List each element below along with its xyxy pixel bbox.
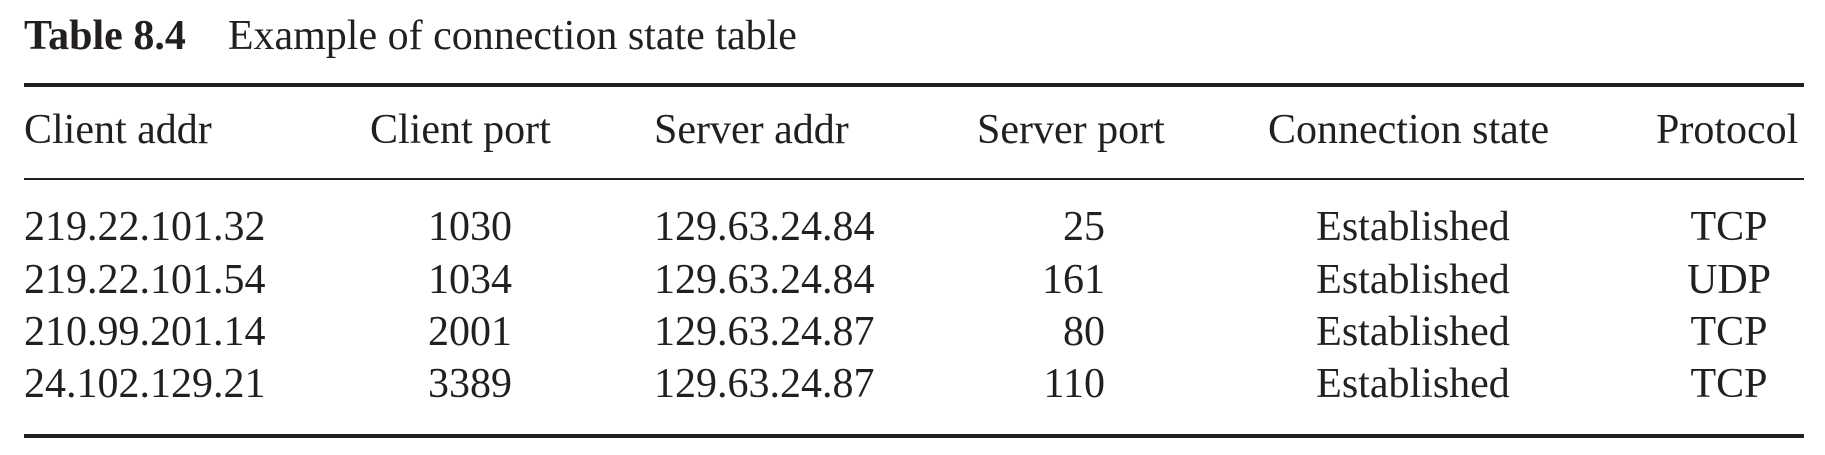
table-caption: Table 8.4 Example of connection state tab… <box>24 10 797 62</box>
cell-client-port: 1030 <box>428 204 512 250</box>
cell-server-addr: 129.63.24.84 <box>654 257 875 303</box>
header-connection-state: Connection state <box>1268 107 1550 153</box>
cell-server-addr: 129.63.24.84 <box>654 204 875 250</box>
cell-server-addr: 129.63.24.87 <box>654 309 875 355</box>
header-client-addr: Client addr <box>24 107 212 153</box>
cell-client-addr: 219.22.101.54 <box>24 257 266 303</box>
header-server-addr: Server addr <box>654 107 849 153</box>
cell-client-port: 3389 <box>428 361 512 407</box>
table-number: Table 8.4 <box>24 13 186 59</box>
cell-protocol: TCP <box>1690 361 1768 407</box>
cell-protocol: TCP <box>1690 204 1768 250</box>
cell-server-addr: 129.63.24.87 <box>654 361 875 407</box>
header-server-port: Server port <box>977 107 1165 153</box>
top-rule <box>24 83 1804 87</box>
cell-client-port: 2001 <box>428 309 512 355</box>
cell-client-addr: 24.102.129.21 <box>24 361 266 407</box>
cell-client-addr: 219.22.101.32 <box>24 204 266 250</box>
header-rule <box>24 178 1804 180</box>
cell-connection-state: Established <box>1316 257 1510 303</box>
cell-protocol: UDP <box>1686 257 1772 303</box>
header-protocol: Protocol <box>1656 107 1799 153</box>
cell-connection-state: Established <box>1316 361 1510 407</box>
cell-connection-state: Established <box>1316 204 1510 250</box>
cell-client-addr: 210.99.201.14 <box>24 309 266 355</box>
cell-protocol: TCP <box>1690 309 1768 355</box>
header-client-port: Client port <box>370 107 551 153</box>
cell-server-port: 80 <box>1063 309 1105 355</box>
cell-server-port: 161 <box>1042 257 1105 303</box>
cell-server-port: 25 <box>1063 204 1105 250</box>
cell-client-port: 1034 <box>428 257 512 303</box>
cell-connection-state: Established <box>1316 309 1510 355</box>
table-title: Example of connection state table <box>227 13 797 59</box>
bottom-rule <box>24 434 1804 438</box>
cell-server-port: 110 <box>1043 361 1105 407</box>
